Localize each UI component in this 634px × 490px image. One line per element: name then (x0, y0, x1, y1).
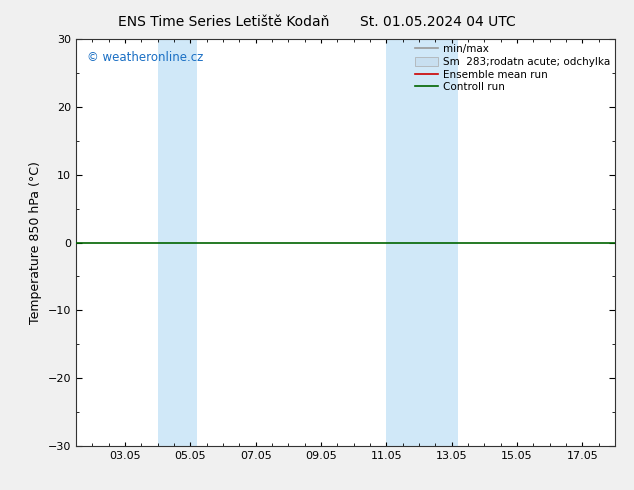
Bar (158, 39, 197, 446)
Bar (386, 39, 458, 446)
Text: ENS Time Series Letiště Kodaň       St. 01.05.2024 04 UTC: ENS Time Series Letiště Kodaň St. 01.05.… (118, 15, 516, 29)
Text: © weatheronline.cz: © weatheronline.cz (87, 51, 204, 64)
Legend: min/max, Sm  283;rodatn acute; odchylka, Ensemble mean run, Controll run: min/max, Sm 283;rodatn acute; odchylka, … (413, 42, 612, 94)
Y-axis label: Temperature 850 hPa (°C): Temperature 850 hPa (°C) (29, 161, 42, 324)
